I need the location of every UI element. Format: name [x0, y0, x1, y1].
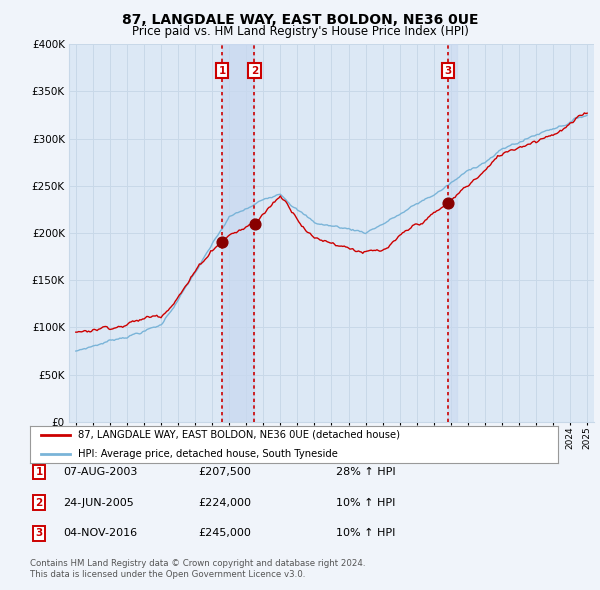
Text: £207,500: £207,500: [198, 467, 251, 477]
Text: 07-AUG-2003: 07-AUG-2003: [63, 467, 137, 477]
Text: 87, LANGDALE WAY, EAST BOLDON, NE36 0UE: 87, LANGDALE WAY, EAST BOLDON, NE36 0UE: [122, 13, 478, 27]
Text: £245,000: £245,000: [198, 529, 251, 538]
Text: 3: 3: [445, 65, 452, 76]
Point: [443, 199, 453, 208]
Bar: [448, 44, 457, 422]
Text: 2: 2: [251, 65, 258, 76]
Text: 87, LANGDALE WAY, EAST BOLDON, NE36 0UE (detached house): 87, LANGDALE WAY, EAST BOLDON, NE36 0UE …: [77, 430, 400, 440]
Bar: [222, 44, 254, 422]
Text: £224,000: £224,000: [198, 498, 251, 507]
Text: 1: 1: [218, 65, 226, 76]
Text: Price paid vs. HM Land Registry's House Price Index (HPI): Price paid vs. HM Land Registry's House …: [131, 25, 469, 38]
Text: This data is licensed under the Open Government Licence v3.0.: This data is licensed under the Open Gov…: [30, 571, 305, 579]
Text: 24-JUN-2005: 24-JUN-2005: [63, 498, 134, 507]
Text: Contains HM Land Registry data © Crown copyright and database right 2024.: Contains HM Land Registry data © Crown c…: [30, 559, 365, 568]
Text: 10% ↑ HPI: 10% ↑ HPI: [336, 529, 395, 538]
Text: 1: 1: [35, 467, 43, 477]
Point: [217, 238, 227, 247]
Text: 28% ↑ HPI: 28% ↑ HPI: [336, 467, 395, 477]
Text: 10% ↑ HPI: 10% ↑ HPI: [336, 498, 395, 507]
Text: 04-NOV-2016: 04-NOV-2016: [63, 529, 137, 538]
Text: HPI: Average price, detached house, South Tyneside: HPI: Average price, detached house, Sout…: [77, 449, 337, 459]
Text: 3: 3: [35, 529, 43, 538]
Text: 2: 2: [35, 498, 43, 507]
Point: [250, 219, 260, 228]
